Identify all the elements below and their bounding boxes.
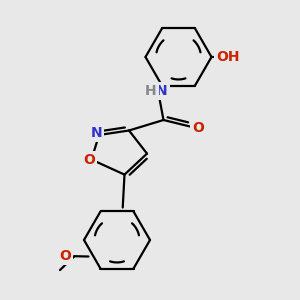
Text: H: H <box>145 84 157 98</box>
Text: O: O <box>59 249 71 263</box>
Text: N: N <box>156 84 168 98</box>
Text: OH: OH <box>216 50 240 64</box>
Text: O: O <box>192 122 204 135</box>
Text: O: O <box>83 153 95 166</box>
Text: N: N <box>91 126 102 140</box>
